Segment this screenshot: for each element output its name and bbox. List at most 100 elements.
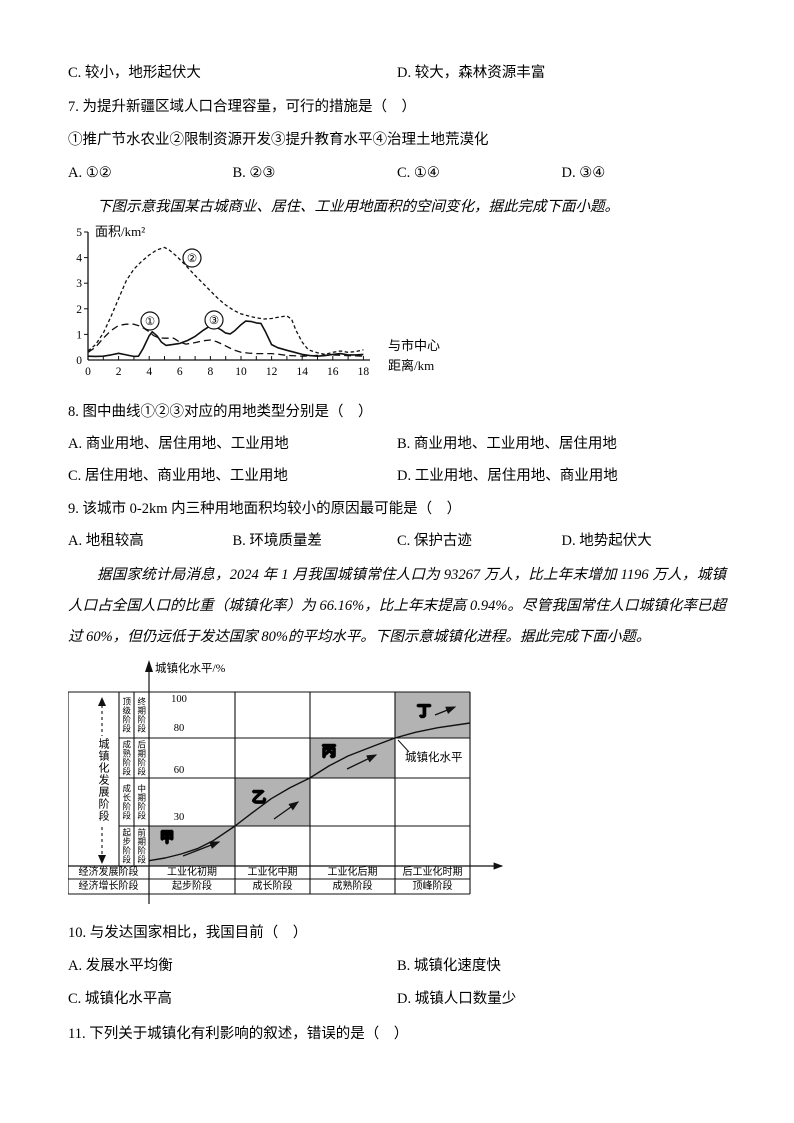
zone-jia-cell xyxy=(149,826,235,866)
tick-30: 30 xyxy=(173,812,185,823)
stage-middle-period: 中期阶段 xyxy=(136,784,147,820)
zone-trend-arrows xyxy=(182,706,457,857)
tick-60: 60 xyxy=(173,765,185,776)
material-land-use: 下图示意我国某古城商业、居住、工业用地面积的空间变化，据此完成下面小题。 xyxy=(97,199,619,215)
svg-text:2: 2 xyxy=(76,304,82,316)
zone-bing-label: 丙 xyxy=(322,745,337,761)
econ-growth-header: 经济增长阶段 xyxy=(78,880,139,892)
svg-text:5: 5 xyxy=(76,227,82,239)
stage-top-level: 顶级阶段 xyxy=(121,697,132,733)
y-axis-arrowhead xyxy=(145,660,153,672)
curve-label: 城镇化水平 xyxy=(405,752,463,764)
question-9-stem: 9. 该城市 0-2km 内三种用地面积均较小的原因最可能是（ ） xyxy=(68,501,462,517)
option-d: D. 城镇人口数量少 xyxy=(397,991,517,1007)
land-use-chart: 0 2 4 6 8 10 12 14 16 18 0 1 2 3 4 5 ① ② ③ 面积/km² 与市中心 距离/… xyxy=(68,224,538,397)
option-a: A. 发展水平均衡 xyxy=(68,958,173,974)
y-axis-title: 面积/km² xyxy=(95,224,146,239)
left-axis-label: 城镇化发展阶段 xyxy=(97,738,109,822)
option-b: B. ②③ xyxy=(232,165,276,181)
grid-lines xyxy=(68,691,471,895)
x-axis-title-line1: 与市中心 xyxy=(388,338,441,353)
econ-dev-cell-3: 工业化后期 xyxy=(327,866,378,878)
y-axis-title: 城镇化水平/% xyxy=(155,663,226,675)
option-a: A. 商业用地、居住用地、工业用地 xyxy=(68,436,289,452)
stage-late-period: 后期阶段 xyxy=(136,740,147,776)
stage-final-period: 终期阶段 xyxy=(136,697,147,733)
question-10-stem: 10. 与发达国家相比，我国目前（ ） xyxy=(68,925,308,941)
zone-yi-label: 乙 xyxy=(252,791,267,807)
econ-growth-cell-1: 起步阶段 xyxy=(172,880,212,892)
stage-start: 起步阶段 xyxy=(121,828,132,864)
option-d: D. 地势起伏大 xyxy=(561,533,652,549)
svg-text:①: ① xyxy=(145,316,155,328)
option-b: B. 商业用地、工业用地、居住用地 xyxy=(397,436,617,452)
zone-ding-cell xyxy=(395,692,470,738)
question-9-options: A. 地租较高 B. 环境质量差 C. 保护古迹 D. 地势起伏大 xyxy=(68,530,726,552)
econ-dev-cell-1: 工业化初期 xyxy=(167,866,217,878)
question-7-options: A. ①② B. ②③ C. ①④ D. ③④ xyxy=(68,162,726,184)
svg-text:0: 0 xyxy=(85,366,91,378)
econ-dev-header: 经济发展阶段 xyxy=(78,866,139,878)
svg-text:1: 1 xyxy=(76,329,82,341)
svg-text:③: ③ xyxy=(209,315,219,327)
svg-text:3: 3 xyxy=(76,278,82,290)
question-11-stem: 11. 下列关于城镇化有利影响的叙述，错误的是（ ） xyxy=(68,1026,409,1042)
option-c: C. 城镇化水平高 xyxy=(68,991,172,1007)
option-a: A. ①② xyxy=(68,165,112,181)
arrow-up-icon xyxy=(98,697,106,706)
x-axis-title-line2: 距离/km xyxy=(388,358,435,373)
svg-text:2: 2 xyxy=(116,366,122,378)
option-d: D. 工业用地、居住用地、商业用地 xyxy=(397,468,618,484)
arrow-down-icon xyxy=(98,855,106,864)
option-c: C. 保护古迹 xyxy=(397,533,472,549)
exam-content: C. 较小，地形起伏大 D. 较大，森林资源丰富 7. 为提升新疆区域人口合理容… xyxy=(68,62,726,1045)
svg-text:18: 18 xyxy=(358,366,370,378)
zone-jia-label: 甲 xyxy=(160,831,175,847)
svg-text:16: 16 xyxy=(327,366,339,378)
svg-text:4: 4 xyxy=(146,366,152,378)
option-d: D. ③④ xyxy=(561,165,606,181)
econ-growth-cell-2: 成长阶段 xyxy=(252,880,293,892)
econ-growth-cell-4: 顶峰阶段 xyxy=(412,880,453,892)
question-10-options-row1: A. 发展水平均衡 B. 城镇化速度快 xyxy=(68,955,726,977)
option-b: B. 城镇化速度快 xyxy=(397,958,501,974)
option-b: B. 环境质量差 xyxy=(232,533,322,549)
question-8-options-row2: C. 居住用地、商业用地、工业用地 D. 工业用地、居住用地、商业用地 xyxy=(68,465,726,487)
stage-growth: 成长阶段 xyxy=(121,784,132,820)
svg-text:6: 6 xyxy=(177,366,183,378)
question-7-numbered-items: ①推广节水农业②限制资源开发③提升教育水平④治理土地荒漠化 xyxy=(68,132,489,148)
question-8-options-row1: A. 商业用地、居住用地、工业用地 B. 商业用地、工业用地、居住用地 xyxy=(68,433,726,455)
question-6-options: C. 较小，地形起伏大 D. 较大，森林资源丰富 xyxy=(68,62,726,84)
option-c: C. ①④ xyxy=(397,165,440,181)
urbanization-curve xyxy=(148,722,471,862)
econ-dev-cell-2: 工业化中期 xyxy=(247,866,298,878)
econ-dev-cell-4: 后工业化时期 xyxy=(402,866,463,878)
urbanization-chart-canvas xyxy=(68,660,504,904)
option-d: D. 较大，森林资源丰富 xyxy=(397,65,546,81)
svg-text:12: 12 xyxy=(266,366,278,378)
option-c: C. 居住用地、商业用地、工业用地 xyxy=(68,468,288,484)
svg-text:4: 4 xyxy=(76,253,82,265)
stage-mature: 成熟阶段 xyxy=(121,740,132,776)
question-8-stem: 8. 图中曲线①②③对应的用地类型分别是（ ） xyxy=(68,404,373,420)
svg-text:14: 14 xyxy=(296,366,308,378)
svg-text:10: 10 xyxy=(235,366,247,378)
curve-label-pointer xyxy=(397,739,410,753)
question-7-stem: 7. 为提升新疆区域人口合理容量，可行的措施是（ ） xyxy=(68,99,416,115)
econ-growth-cell-3: 成熟阶段 xyxy=(332,880,373,892)
svg-text:0: 0 xyxy=(76,355,82,367)
tick-80: 80 xyxy=(173,723,185,734)
option-a: A. 地租较高 xyxy=(68,533,144,549)
zone-yi-cell xyxy=(235,778,310,826)
tick-100: 100 xyxy=(171,694,187,705)
zone-bing-cell xyxy=(310,738,395,778)
stage-early-period: 前期阶段 xyxy=(136,828,147,864)
option-c: C. 较小，地形起伏大 xyxy=(68,65,201,81)
material-urbanization: 据国家统计局消息，2024 年 1 月我国城镇常住人口为 93267 万人，比上… xyxy=(68,567,726,645)
svg-text:②: ② xyxy=(187,253,197,265)
svg-text:8: 8 xyxy=(208,366,214,378)
urbanization-chart: 城镇化水平/% 城镇化发展阶段 顶级阶段 成熟阶段 成长阶段 起步阶段 终期阶段… xyxy=(68,659,520,906)
